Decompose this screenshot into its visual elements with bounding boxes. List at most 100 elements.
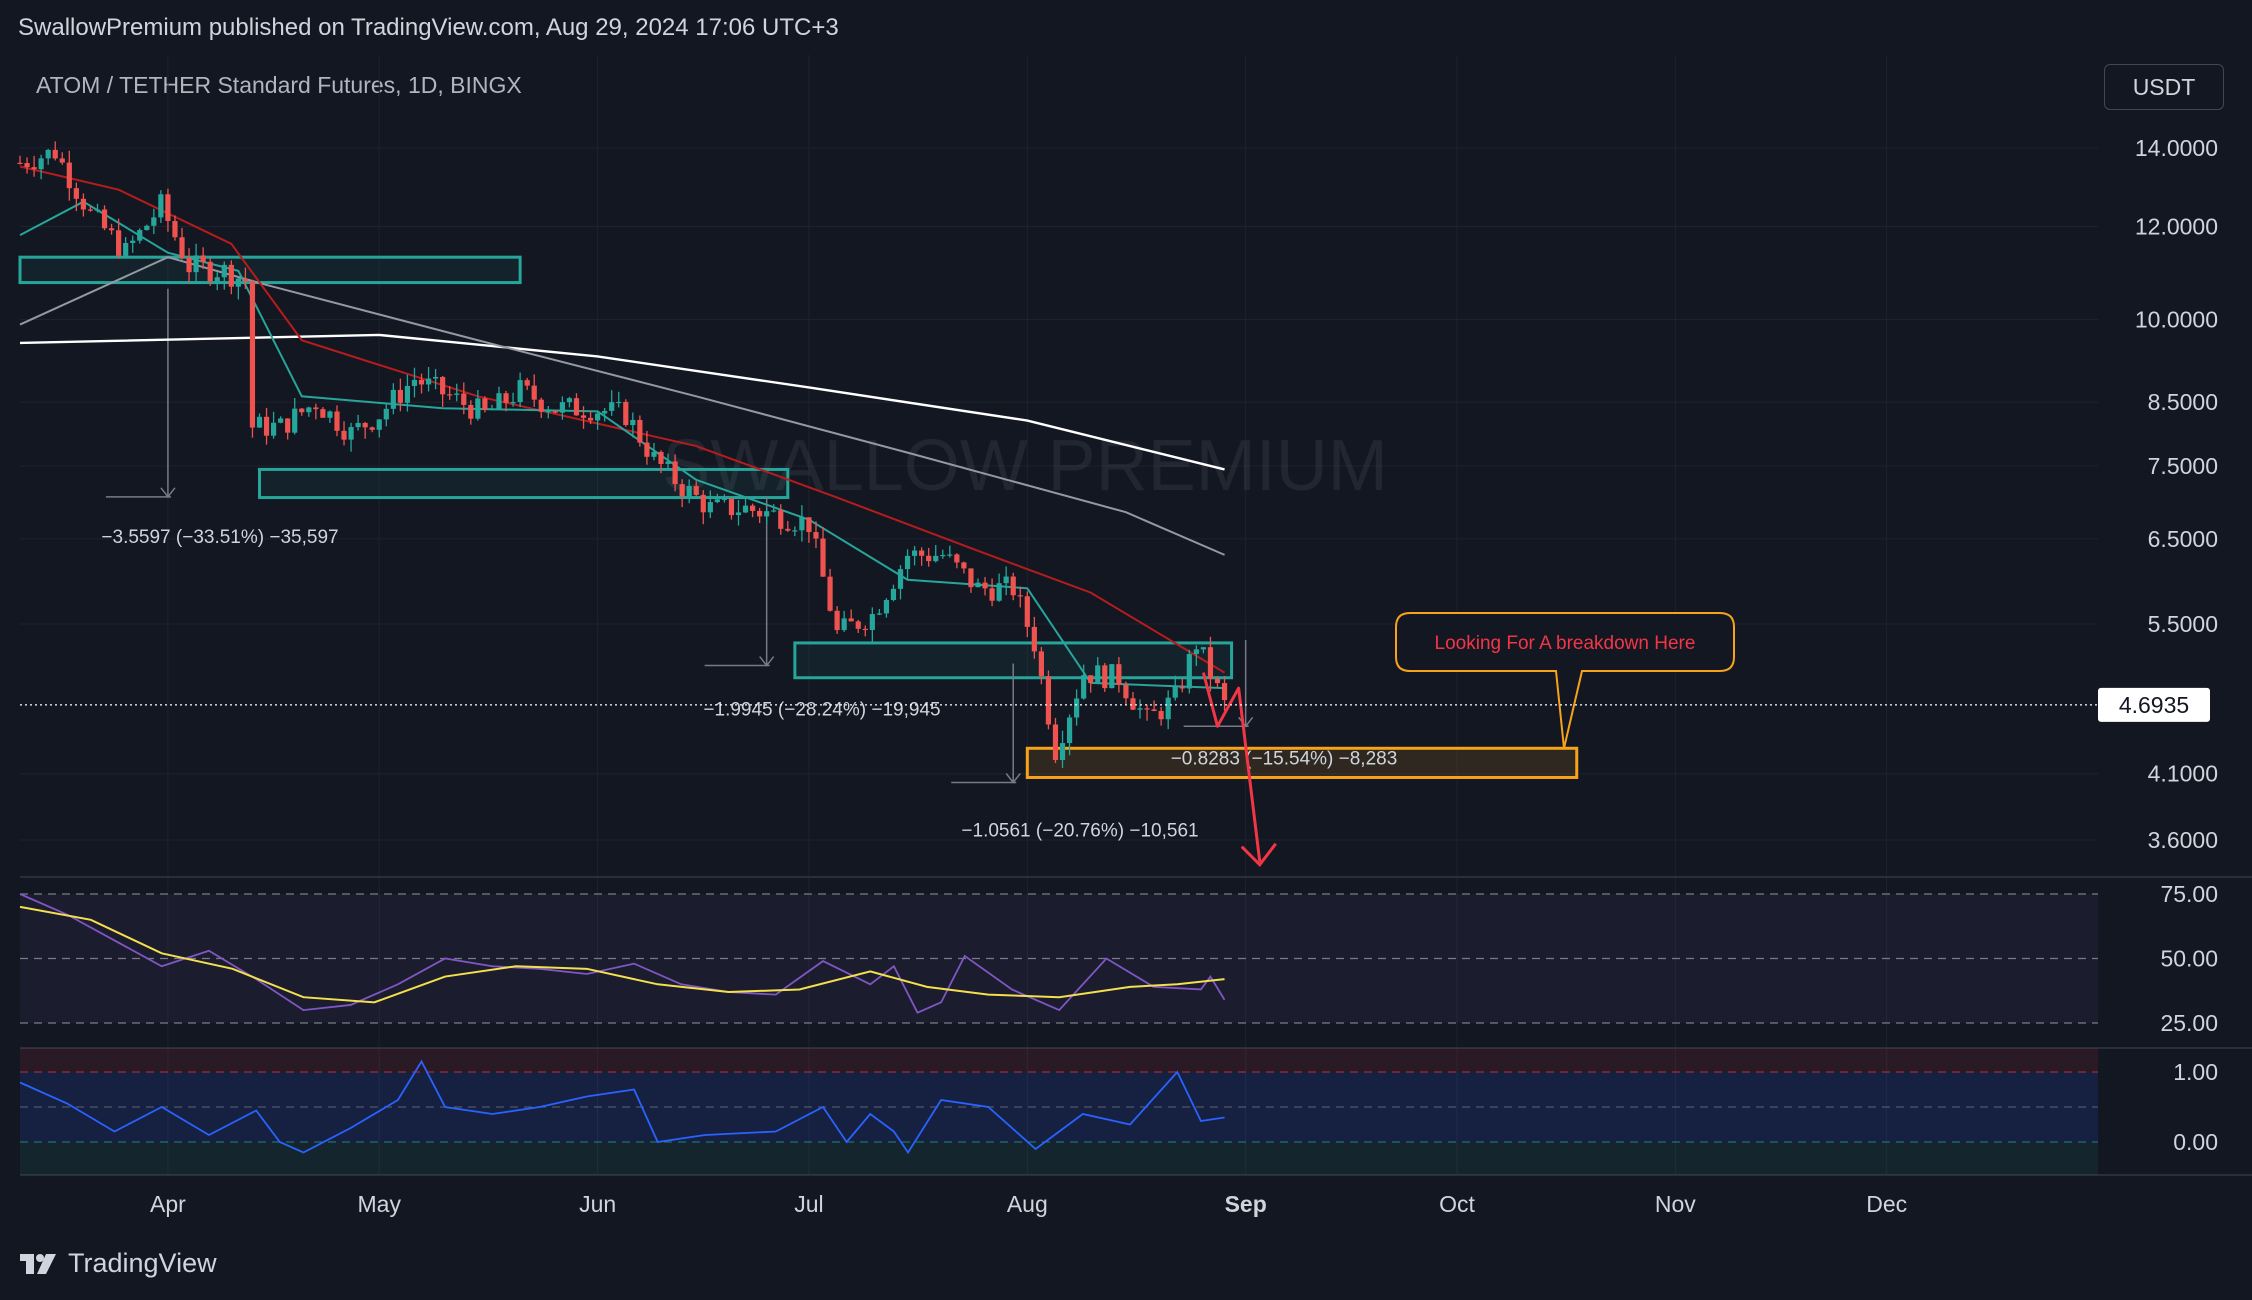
candle-body <box>45 149 51 159</box>
moving-average-line <box>19 256 1225 556</box>
candlestick-series <box>17 141 1228 769</box>
candle-body <box>299 408 305 413</box>
candle-body <box>587 417 594 421</box>
candle-body <box>137 230 143 241</box>
tradingview-logo-icon <box>20 1253 56 1274</box>
candle-body <box>440 376 446 395</box>
price-tick-label: 10.0000 <box>2135 306 2218 332</box>
price-tick-label: 14.0000 <box>2135 135 2218 161</box>
candle-body <box>123 242 129 256</box>
candle-body <box>1207 647 1214 679</box>
candle-body <box>200 255 206 262</box>
candle-body <box>686 486 692 497</box>
candle-body <box>566 398 573 403</box>
candle-body <box>841 618 847 631</box>
price-tick-label: 8.5000 <box>2148 389 2218 415</box>
candle-body <box>911 550 918 556</box>
rsi-tick-label: 25.00 <box>2160 1010 2218 1036</box>
candle-body <box>341 430 347 440</box>
candle-body <box>644 442 650 457</box>
annotation-group[interactable]: Looking For A breakdown Here <box>1201 612 1735 867</box>
candle-body <box>1137 708 1143 710</box>
rsi-tick-label: 75.00 <box>2160 881 2218 907</box>
candle-body <box>433 376 439 379</box>
candle-body <box>623 401 629 426</box>
candle-body <box>559 402 565 413</box>
candle-body <box>883 600 890 614</box>
annotation-text: Looking For A breakdown Here <box>1435 633 1696 654</box>
candle-body <box>827 576 833 611</box>
measure-label: −1.0561 (−20.76%) −10,561 <box>961 821 1198 842</box>
price-axis: 4.6935 14.0000 12.0000 10.0000 8.5000 7.5000 6… <box>20 135 2218 1217</box>
candle-body <box>404 385 411 403</box>
currency-button[interactable]: USDT <box>2104 64 2224 110</box>
candle-body <box>714 499 720 503</box>
candle-body <box>735 512 742 516</box>
candle-body <box>1130 698 1136 710</box>
candle-body <box>327 411 333 418</box>
price-tick-label: 4.1000 <box>2148 761 2218 787</box>
candle-body <box>489 408 495 411</box>
candle-body <box>1095 665 1101 684</box>
candle-body <box>573 398 580 416</box>
candle-body <box>306 407 312 413</box>
support-zones[interactable] <box>18 255 1579 779</box>
candle-body <box>693 486 699 495</box>
price-tick-label: 12.0000 <box>2135 214 2218 240</box>
candle-body <box>263 416 270 436</box>
stoch-overbought-band <box>20 1048 2098 1072</box>
candle-body <box>475 398 481 419</box>
date-tick-label: Jun <box>579 1191 616 1217</box>
candle-body <box>947 554 953 556</box>
date-tick-label: Oct <box>1439 1191 1475 1217</box>
candle-body <box>1214 678 1221 684</box>
candle-body <box>616 401 622 404</box>
candle-body <box>700 494 706 513</box>
candle-body <box>1088 675 1094 684</box>
candle-body <box>637 419 643 443</box>
projection-arrowhead <box>1240 842 1277 867</box>
candle-body <box>855 621 861 629</box>
candle-body <box>954 554 960 563</box>
measure-label: −3.5597 (−33.51%) −35,597 <box>101 527 338 548</box>
candle-body <box>996 583 1002 601</box>
measurement-tools[interactable]: −3.5597 (−33.51%) −35,597 −1.9945 (−28.24… <box>101 288 1398 842</box>
last-price-label: 4.6935 <box>2119 692 2189 718</box>
candle-body <box>496 393 502 409</box>
candle-body <box>59 158 65 163</box>
date-tick-label: Apr <box>150 1191 186 1217</box>
candle-body <box>52 149 58 159</box>
candle-body <box>1123 684 1129 699</box>
moving-average-line <box>19 165 1226 674</box>
candle-body <box>926 555 932 562</box>
last-price-badge <box>2098 687 2210 722</box>
measure-label: −0.8283 (−15.54%) −8,283 <box>1171 749 1398 770</box>
rsi-ma-line <box>19 905 1225 1004</box>
candle-body <box>1017 595 1023 597</box>
footer-brand: TradingView <box>68 1248 217 1278</box>
candle-body <box>1059 743 1066 761</box>
candle-body <box>1165 697 1171 720</box>
publish-header: SwallowPremium published on TradingView.… <box>18 14 839 41</box>
candle-body <box>38 158 44 170</box>
candle-body <box>742 505 749 513</box>
candle-body <box>1158 710 1164 720</box>
candle-body <box>658 451 664 464</box>
date-tick-label: Nov <box>1655 1191 1696 1217</box>
candle-body <box>1024 596 1030 627</box>
candle-body <box>749 505 756 511</box>
candle-body <box>249 281 256 428</box>
candle-body <box>728 498 735 516</box>
candle-body <box>679 484 685 497</box>
candle-body <box>806 517 812 533</box>
candle-body <box>165 194 171 221</box>
candle-body <box>31 167 37 170</box>
candle-body <box>545 411 551 413</box>
candle-body <box>1116 664 1122 685</box>
candle-body <box>609 402 615 411</box>
candle-body <box>651 451 657 457</box>
price-tick-label: 5.5000 <box>2148 611 2218 637</box>
rsi-tick-label: 50.00 <box>2160 946 2218 972</box>
candle-body <box>285 418 291 433</box>
